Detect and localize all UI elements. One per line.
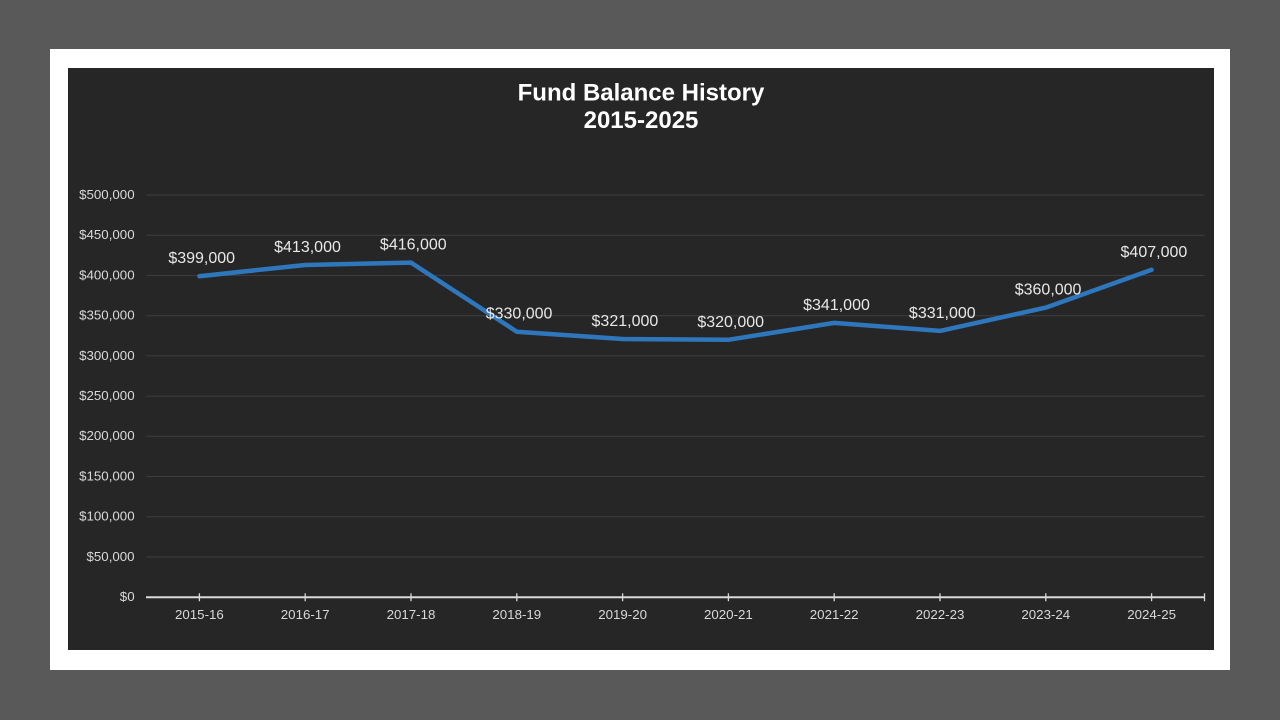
svg-text:2017-18: 2017-18 (387, 607, 436, 622)
svg-text:2024-25: 2024-25 (1127, 607, 1176, 622)
svg-text:$413,000: $413,000 (274, 239, 341, 256)
svg-text:2023-24: 2023-24 (1021, 607, 1070, 622)
svg-text:$250,000: $250,000 (79, 388, 134, 403)
svg-text:$360,000: $360,000 (1015, 282, 1082, 299)
svg-text:$200,000: $200,000 (79, 428, 134, 443)
svg-text:$400,000: $400,000 (79, 267, 134, 282)
svg-text:$150,000: $150,000 (79, 468, 134, 483)
svg-text:2019-20: 2019-20 (598, 607, 647, 622)
svg-text:$330,000: $330,000 (486, 306, 553, 323)
svg-text:2018-19: 2018-19 (492, 607, 541, 622)
svg-text:2021-22: 2021-22 (810, 607, 859, 622)
svg-text:2016-17: 2016-17 (281, 607, 330, 622)
svg-text:$331,000: $331,000 (909, 305, 976, 322)
svg-text:2015-16: 2015-16 (175, 607, 224, 622)
svg-text:$100,000: $100,000 (79, 509, 134, 524)
svg-text:$320,000: $320,000 (697, 314, 764, 331)
svg-text:$50,000: $50,000 (87, 549, 135, 564)
svg-text:$341,000: $341,000 (803, 297, 870, 314)
svg-text:$407,000: $407,000 (1121, 244, 1188, 261)
svg-text:$0: $0 (120, 589, 135, 604)
svg-text:$321,000: $321,000 (592, 313, 659, 330)
svg-text:$416,000: $416,000 (380, 237, 447, 254)
svg-text:$450,000: $450,000 (79, 227, 134, 242)
svg-text:$500,000: $500,000 (79, 187, 134, 202)
svg-text:2022-23: 2022-23 (916, 607, 965, 622)
svg-text:$300,000: $300,000 (79, 348, 134, 363)
svg-text:2020-21: 2020-21 (704, 607, 753, 622)
svg-text:$399,000: $399,000 (168, 250, 235, 267)
svg-text:Fund Balance History: Fund Balance History (518, 80, 765, 107)
svg-text:$350,000: $350,000 (79, 308, 134, 323)
svg-text:2015-2025: 2015-2025 (584, 107, 699, 134)
